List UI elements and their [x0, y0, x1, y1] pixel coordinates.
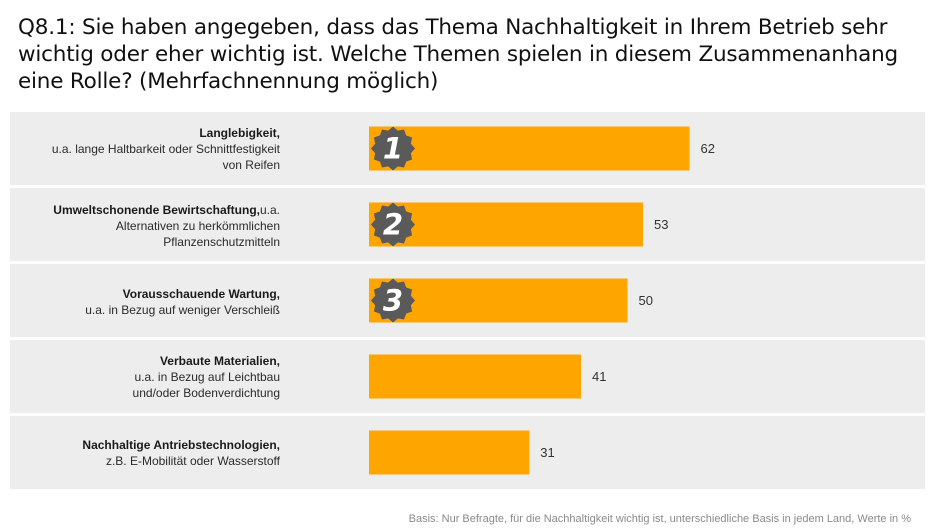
bar [369, 430, 530, 475]
value-label: 41 [592, 369, 606, 384]
footnote: Basis: Nur Befragte, für die Nachhaltigk… [408, 513, 911, 525]
category-label-bold: Langlebigkeit, [199, 126, 280, 140]
category-label-detail: u.a. [259, 203, 280, 217]
category-label-detail: und/oder Bodenverdichtung [132, 386, 280, 400]
category-label: Umweltschonende Bewirtschaftung,u.a. Alt… [18, 202, 280, 250]
category-label-detail: Alternativen zu herkömmlichen [115, 219, 280, 233]
category-label: Vorausschauende Wartung, u.a. in Bezug a… [18, 286, 280, 318]
category-label-detail: Pflanzenschutzmitteln [163, 235, 280, 249]
category-label-bold: Nachhaltige Antriebstechnologien, [82, 438, 280, 452]
bar [369, 126, 690, 171]
rank-badge-number: 3 [383, 284, 403, 318]
chart-title: Q8.1: Sie haben angegeben, dass das Them… [18, 15, 898, 94]
category-label-detail: u.a. in Bezug auf Leichtbau [134, 370, 280, 384]
category-label-bold: Umweltschonende Bewirtschaftung, [53, 203, 260, 217]
category-label-detail: z.B. E-Mobilität oder Wasserstoff [105, 454, 280, 468]
category-label: Langlebigkeit, u.a. lange Haltbarkeit od… [18, 125, 280, 173]
category-label: Nachhaltige Antriebstechnologien, z.B. E… [18, 437, 280, 469]
rank-badge-number: 2 [383, 208, 403, 242]
category-label-detail: u.a. lange Haltbarkeit oder Schnittfesti… [51, 142, 280, 156]
category-label-bold: Vorausschauende Wartung, [122, 287, 280, 301]
rank-badge-icon [371, 202, 415, 247]
value-label: 50 [639, 293, 653, 308]
rank-badge-icon [371, 126, 415, 171]
category-label-detail: von Reifen [222, 158, 280, 172]
bar [369, 354, 581, 399]
value-label: 62 [701, 141, 715, 156]
value-label: 31 [540, 445, 554, 460]
value-label: 53 [654, 217, 668, 232]
category-label: Verbaute Materialien, u.a. in Bezug auf … [18, 353, 280, 401]
category-label-bold: Verbaute Materialien, [159, 354, 280, 368]
rank-badge-number: 1 [383, 132, 403, 166]
category-label-detail: u.a. in Bezug auf weniger Verschleiß [85, 303, 280, 317]
rank-badge-icon [371, 278, 415, 323]
